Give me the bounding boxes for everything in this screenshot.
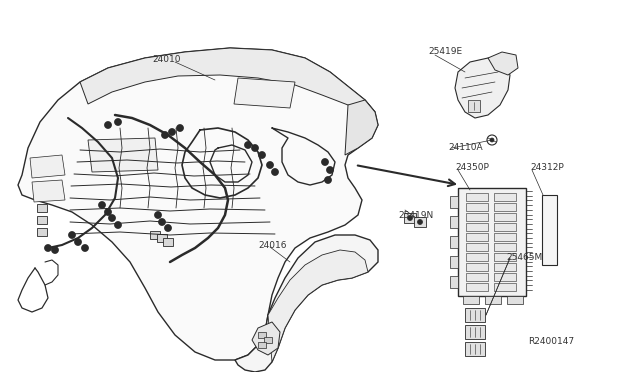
Polygon shape — [258, 342, 266, 348]
Circle shape — [99, 202, 106, 208]
Text: 25419E: 25419E — [428, 48, 462, 57]
Polygon shape — [494, 253, 516, 261]
Polygon shape — [542, 195, 557, 265]
Polygon shape — [466, 263, 488, 271]
Circle shape — [104, 122, 111, 128]
Polygon shape — [465, 342, 485, 356]
Circle shape — [408, 215, 413, 221]
Circle shape — [115, 119, 122, 125]
Polygon shape — [494, 203, 516, 211]
Circle shape — [74, 238, 81, 246]
Circle shape — [321, 158, 328, 166]
Polygon shape — [466, 223, 488, 231]
Polygon shape — [458, 188, 526, 296]
Circle shape — [154, 212, 161, 218]
Polygon shape — [450, 276, 458, 288]
Polygon shape — [450, 196, 458, 208]
Polygon shape — [468, 100, 480, 112]
Circle shape — [161, 131, 168, 138]
Polygon shape — [466, 213, 488, 221]
Text: 24350P: 24350P — [455, 164, 489, 173]
Polygon shape — [30, 155, 65, 178]
Polygon shape — [37, 204, 47, 212]
Polygon shape — [488, 52, 518, 75]
Circle shape — [104, 208, 111, 215]
Polygon shape — [450, 236, 458, 248]
Polygon shape — [150, 231, 160, 239]
Circle shape — [259, 151, 266, 158]
Polygon shape — [494, 223, 516, 231]
Circle shape — [159, 218, 166, 225]
Polygon shape — [465, 325, 485, 339]
Polygon shape — [414, 217, 426, 227]
Polygon shape — [18, 48, 378, 360]
Polygon shape — [268, 250, 368, 362]
Circle shape — [417, 219, 422, 224]
Polygon shape — [450, 216, 458, 228]
Text: R2400147: R2400147 — [528, 337, 574, 346]
Circle shape — [51, 247, 58, 253]
Text: 25465M: 25465M — [506, 253, 542, 263]
Text: 24110A: 24110A — [448, 144, 483, 153]
Polygon shape — [80, 48, 375, 112]
Polygon shape — [494, 213, 516, 221]
Text: 24010: 24010 — [152, 55, 180, 64]
Circle shape — [244, 141, 252, 148]
Polygon shape — [252, 322, 280, 355]
Polygon shape — [507, 296, 523, 304]
Circle shape — [45, 244, 51, 251]
Polygon shape — [466, 243, 488, 251]
Polygon shape — [494, 233, 516, 241]
Circle shape — [168, 128, 175, 135]
Polygon shape — [466, 193, 488, 201]
Circle shape — [490, 138, 494, 142]
Polygon shape — [465, 308, 485, 322]
Polygon shape — [37, 228, 47, 236]
Polygon shape — [466, 273, 488, 281]
Polygon shape — [494, 283, 516, 291]
Polygon shape — [466, 203, 488, 211]
Circle shape — [115, 221, 122, 228]
Polygon shape — [264, 337, 272, 343]
Circle shape — [81, 244, 88, 251]
Circle shape — [109, 215, 115, 221]
Circle shape — [326, 167, 333, 173]
Text: 24016: 24016 — [258, 241, 287, 250]
Polygon shape — [466, 233, 488, 241]
Text: 25419N: 25419N — [398, 211, 433, 219]
Polygon shape — [466, 283, 488, 291]
Polygon shape — [88, 138, 158, 172]
Circle shape — [271, 169, 278, 176]
Circle shape — [266, 161, 273, 169]
Circle shape — [68, 231, 76, 238]
Polygon shape — [494, 273, 516, 281]
Polygon shape — [345, 100, 378, 155]
Polygon shape — [450, 256, 458, 268]
Polygon shape — [234, 78, 295, 108]
Circle shape — [324, 176, 332, 183]
Polygon shape — [32, 180, 65, 202]
Polygon shape — [404, 213, 416, 223]
Polygon shape — [494, 243, 516, 251]
Text: 24312P: 24312P — [530, 164, 564, 173]
Polygon shape — [157, 234, 167, 242]
Polygon shape — [37, 216, 47, 224]
Polygon shape — [163, 238, 173, 246]
Polygon shape — [235, 235, 378, 372]
Circle shape — [164, 224, 172, 231]
Polygon shape — [455, 58, 510, 118]
Polygon shape — [494, 193, 516, 201]
Polygon shape — [258, 332, 266, 338]
Polygon shape — [463, 296, 479, 304]
Circle shape — [252, 144, 259, 151]
Polygon shape — [466, 253, 488, 261]
Circle shape — [177, 125, 184, 131]
Polygon shape — [485, 296, 501, 304]
Polygon shape — [494, 263, 516, 271]
